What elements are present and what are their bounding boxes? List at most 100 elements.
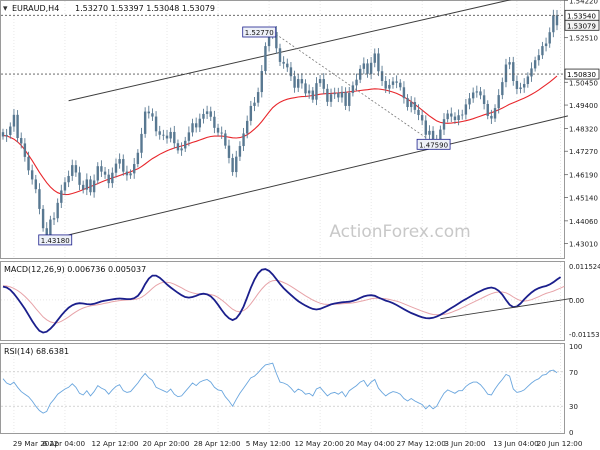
candle-body (1, 132, 5, 137)
candle (504, 58, 508, 88)
candle (205, 105, 209, 119)
candle-body (147, 111, 150, 114)
candle (275, 26, 278, 54)
candle (173, 125, 176, 149)
candle (78, 166, 81, 191)
price-annotation-label: 1.52770 (245, 29, 274, 37)
candle (369, 57, 373, 80)
price-level-label: 1.50830 (567, 71, 596, 79)
candle (147, 105, 150, 119)
candle (235, 150, 238, 178)
macd-y-tick-label: -0.011537 (569, 331, 600, 339)
candle (34, 174, 38, 194)
candle-body (519, 87, 522, 90)
candle (530, 62, 533, 82)
candle (388, 79, 391, 94)
price-y-tick-label: 1.50450 (569, 79, 598, 87)
macd-signal-line (2, 279, 565, 324)
candle (519, 82, 522, 94)
x-tick-label: 29 Mar 2022 (13, 439, 59, 448)
candle-body (340, 91, 344, 98)
candle (63, 177, 67, 195)
macd-layer (1, 268, 572, 334)
candle-body (256, 92, 260, 103)
candle (315, 77, 318, 106)
candle (399, 79, 402, 91)
macd-y-tick-label: 0.00 (569, 297, 584, 305)
rsi-title: RSI(14) 68.6381 (4, 347, 69, 356)
candle (512, 56, 515, 86)
candle-body (453, 116, 457, 121)
candle-body (315, 83, 318, 100)
candle (420, 109, 424, 126)
candle (333, 87, 336, 99)
candle (286, 58, 289, 72)
candle-body (311, 90, 315, 100)
candle-body (384, 81, 387, 89)
candle-body (118, 159, 121, 164)
candle-body (136, 152, 140, 165)
candle-body (366, 63, 369, 74)
candle-body (122, 159, 125, 172)
dotted-trendline (272, 31, 427, 138)
ohlc-values: 1.53270 1.53397 1.53048 1.53079 (75, 4, 215, 13)
candle (486, 100, 489, 120)
candle (125, 165, 129, 181)
candle-body (348, 92, 351, 106)
candle-body (187, 132, 191, 141)
candle-body (231, 157, 234, 173)
candle (158, 125, 161, 140)
candle-body (337, 92, 340, 98)
candle (151, 108, 154, 121)
candle-body (253, 102, 256, 106)
candle-body (34, 179, 38, 190)
candle (85, 173, 89, 196)
candle-body (154, 116, 158, 132)
candle (544, 37, 548, 52)
candle (129, 169, 132, 179)
candle (453, 112, 457, 124)
candle (111, 167, 114, 188)
candle (242, 127, 245, 151)
candle-body (133, 164, 136, 174)
candle (391, 77, 395, 89)
candle (176, 139, 180, 154)
price-y-tick-label: 1.45140 (569, 194, 598, 202)
candle (136, 149, 140, 168)
candle (377, 48, 380, 77)
rsi-y-tick-label: 30 (569, 403, 578, 411)
candle (337, 87, 340, 103)
candle-body (198, 118, 202, 128)
candle (366, 59, 369, 78)
candle (311, 87, 315, 103)
price-y-tick-label: 1.48320 (569, 125, 598, 133)
candle (74, 160, 78, 177)
x-tick-label: 6 Apr 04:00 (43, 439, 86, 448)
candle-body (373, 53, 376, 63)
candle-body (369, 62, 373, 74)
candle (479, 87, 482, 100)
rsi-panel-frame (0, 343, 565, 434)
macd-y-tick-label: 0.011524 (569, 263, 600, 271)
candle (5, 128, 8, 142)
candle (362, 57, 366, 75)
candle-body (38, 189, 41, 209)
candle (133, 157, 136, 179)
rsi-y-tick-label: 100 (569, 343, 582, 351)
candle-body (406, 98, 409, 108)
candle-body (165, 135, 169, 139)
candle (162, 129, 165, 141)
candle-body (63, 182, 67, 191)
price-annotation-label: 1.47590 (419, 141, 448, 149)
candle-body (399, 82, 402, 88)
candle (224, 129, 227, 149)
candle-body (333, 92, 336, 95)
candle-body (249, 105, 253, 121)
candle-body (278, 48, 282, 62)
candle (187, 126, 191, 147)
candle-body (552, 15, 555, 33)
macd-panel-frame (0, 261, 565, 341)
candle-body (205, 111, 209, 114)
candle (41, 205, 45, 232)
